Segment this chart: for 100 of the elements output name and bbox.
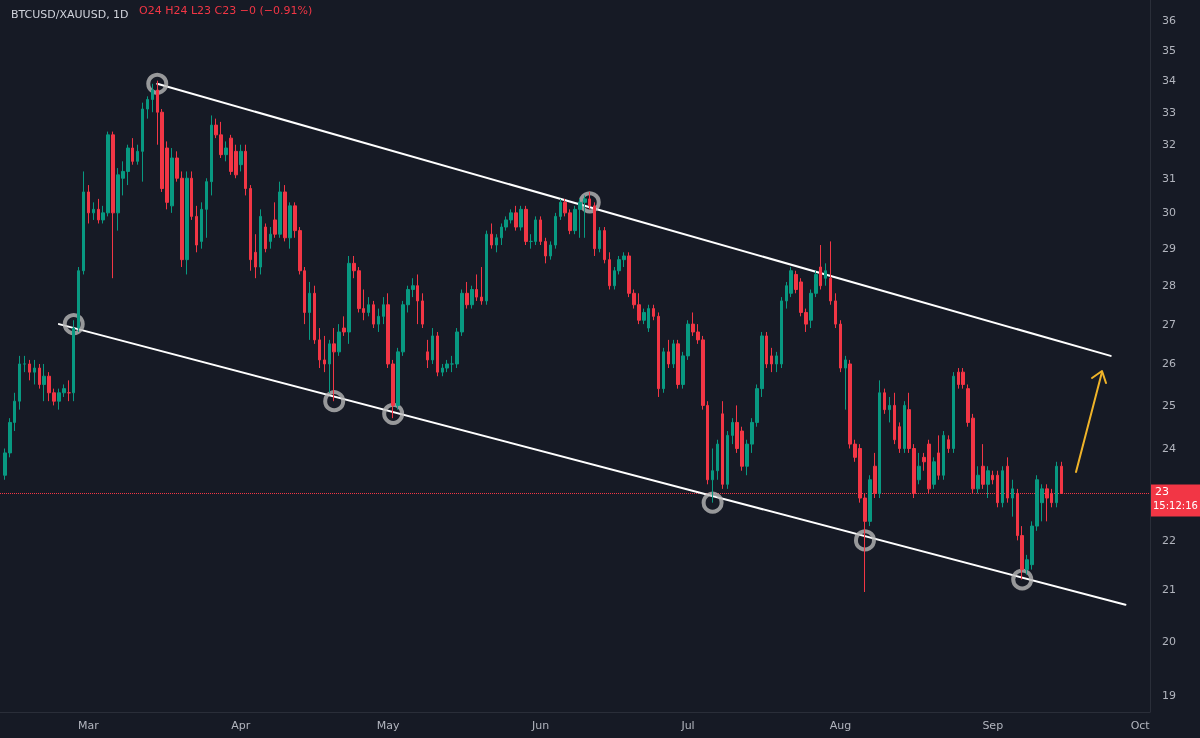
candlestick: [731, 417, 734, 445]
candlestick: [765, 331, 768, 369]
candlestick: [278, 181, 282, 239]
candlestick: [170, 147, 174, 214]
candlestick: [190, 170, 193, 221]
candlestick: [323, 335, 326, 373]
candlestick: [136, 144, 139, 166]
candlestick: [554, 212, 557, 250]
ref-line-label: 23: [1155, 485, 1169, 499]
candlestick: [377, 308, 380, 333]
candlestick: [38, 363, 41, 390]
point: [701, 491, 724, 514]
candlestick: [42, 363, 46, 402]
candlestick: [829, 240, 832, 306]
candlestick: [834, 292, 837, 329]
candlestick: [514, 205, 518, 232]
x-tick-label: Mar: [78, 719, 100, 732]
candlestick: [269, 226, 272, 250]
y-tick-label: 35: [1162, 43, 1176, 57]
x-tick-label: Aug: [829, 719, 852, 732]
y-tick-label: 25: [1162, 398, 1176, 412]
candlestick: [981, 443, 985, 490]
candlestick: [976, 465, 980, 494]
x-tick-label: Jun: [531, 719, 550, 732]
candlestick: [775, 351, 778, 373]
candlestick: [672, 339, 675, 369]
candlestick: [224, 140, 228, 162]
text: 15:12:16: [1153, 499, 1198, 511]
candlestick: [986, 465, 990, 499]
candlestick: [598, 226, 601, 253]
candlestick: [868, 474, 872, 527]
y-tick-label: 31: [1162, 171, 1176, 185]
candlestick: [195, 205, 198, 253]
candlestick: [824, 262, 827, 287]
candlestick: [436, 331, 439, 377]
candlestick: [131, 137, 134, 166]
candlestick: [539, 215, 542, 246]
x-tick-label: May: [376, 719, 401, 732]
candlestick: [490, 222, 493, 250]
x-tick-label: Jul: [680, 719, 695, 732]
candlestick: [839, 319, 842, 373]
candlestick: [470, 285, 474, 310]
y-tick-label: 32: [1162, 138, 1176, 152]
candlestick: [332, 327, 336, 402]
candlestick: [87, 184, 90, 224]
candlestick: [421, 292, 424, 329]
candlestick: [667, 339, 670, 369]
y-tick-label: 21: [1162, 583, 1176, 597]
candlestick: [33, 359, 36, 385]
y-tick-label: 28: [1162, 279, 1176, 293]
candlestick: [308, 281, 311, 341]
candlestick: [337, 323, 341, 357]
candlestick: [259, 208, 262, 275]
candlestick: [465, 281, 469, 310]
candlestick: [559, 198, 562, 221]
candlestick: [283, 184, 287, 242]
candlestick: [28, 359, 31, 381]
candlestick: [608, 251, 611, 290]
candlestick: [111, 131, 115, 279]
candlestick: [770, 347, 773, 373]
candlestick: [82, 170, 85, 275]
candlestick: [382, 296, 385, 325]
candlestick: [273, 201, 277, 239]
candlestick: [780, 296, 783, 369]
candlestick: [416, 273, 419, 325]
candlestick: [549, 240, 552, 261]
candlestick: [475, 273, 478, 302]
candlestick: [347, 255, 351, 345]
candlestick: [917, 452, 921, 485]
candlestick: [92, 201, 95, 221]
candlestick: [288, 201, 292, 250]
candlestick: [480, 266, 483, 306]
candlestick: [947, 434, 950, 454]
candlestick: [23, 355, 26, 373]
annotation: O24 H24 L23 C23 −0 (−0.91%): [139, 4, 313, 17]
y-tick-label: 34: [1162, 74, 1176, 88]
candlestick: [328, 339, 331, 394]
candlestick: [495, 233, 498, 253]
candlestick: [146, 95, 149, 120]
point: [323, 390, 346, 413]
candlestick: [1011, 479, 1014, 518]
candlestick: [318, 327, 321, 369]
candlestick: [67, 379, 71, 402]
point: [853, 529, 876, 552]
candlestick: [1055, 461, 1058, 508]
candlestick: [878, 379, 881, 499]
candlestick: [593, 201, 596, 257]
candlestick: [431, 327, 434, 365]
candlestick: [716, 439, 719, 481]
candlestick: [519, 205, 523, 232]
candlestick: [205, 177, 208, 239]
candlestick: [249, 184, 252, 272]
y-tick-label: 20: [1162, 634, 1176, 648]
y-tick-label: 29: [1162, 242, 1176, 256]
candlestick: [937, 434, 940, 481]
y-tick-label: 33: [1162, 105, 1176, 119]
x-tick-label: Sep: [982, 719, 1004, 732]
candlestick: [662, 347, 665, 394]
candlestick: [534, 215, 537, 246]
y-tick-label: 22: [1162, 533, 1176, 547]
